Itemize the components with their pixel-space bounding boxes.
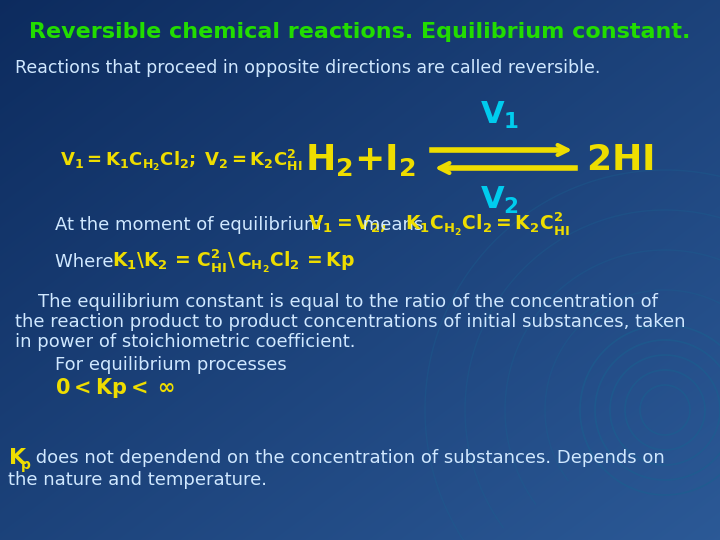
Text: At the moment of equilibrium: At the moment of equilibrium	[55, 216, 333, 234]
Text: does not dependend on the concentration of substances. Depends on: does not dependend on the concentration …	[30, 449, 665, 467]
Text: $\mathbf{V_1}$: $\mathbf{V_1}$	[480, 99, 520, 131]
Text: the nature and temperature.: the nature and temperature.	[8, 471, 267, 489]
Text: $\mathbf{K_1{\backslash}K_2\,{=}\,C_{HI}^2\backslash\,C_{H_2}Cl_2\,{=}Kp}$: $\mathbf{K_1{\backslash}K_2\,{=}\,C_{HI}…	[112, 247, 355, 274]
Text: $\mathbf{H_2{+}I_2}$: $\mathbf{H_2{+}I_2}$	[305, 142, 415, 178]
Text: Reversible chemical reactions. Equilibrium constant.: Reversible chemical reactions. Equilibri…	[30, 22, 690, 42]
Text: $\mathbf{0{<}Kp{<}\;\infty}$: $\mathbf{0{<}Kp{<}\;\infty}$	[55, 376, 175, 400]
Text: For equilibrium processes: For equilibrium processes	[55, 356, 287, 374]
Text: in power of stoichiometric coefficient.: in power of stoichiometric coefficient.	[15, 333, 356, 351]
Text: $\mathbf{p}$: $\mathbf{p}$	[20, 458, 31, 474]
Text: Reactions that proceed in opposite directions are called reversible.: Reactions that proceed in opposite direc…	[15, 59, 600, 77]
Text: $\mathbf{V_2}$: $\mathbf{V_2}$	[480, 185, 520, 215]
Text: $\mathbf{V_1{=}K_1C_{H_2}Cl_2;\;V_2{=}K_2C_{HI}^2}$: $\mathbf{V_1{=}K_1C_{H_2}Cl_2;\;V_2{=}K_…	[60, 147, 302, 173]
Text: the reaction product to product concentrations of initial substances, taken: the reaction product to product concentr…	[15, 313, 685, 331]
Text: The equilibrium constant is equal to the ratio of the concentration of: The equilibrium constant is equal to the…	[15, 293, 658, 311]
Text: $\mathbf{K_1C_{H_2}Cl_2{=}K_2C_{HI}^2}$: $\mathbf{K_1C_{H_2}Cl_2{=}K_2C_{HI}^2}$	[405, 211, 570, 238]
Text: $\mathbf{V_1{=}V_2,}$: $\mathbf{V_1{=}V_2,}$	[308, 213, 387, 235]
Text: $\mathbf{K}$: $\mathbf{K}$	[8, 448, 28, 468]
Text: Where: Where	[55, 253, 125, 271]
Text: means: means	[357, 216, 429, 234]
Text: $\mathbf{2HI}$: $\mathbf{2HI}$	[586, 143, 654, 177]
